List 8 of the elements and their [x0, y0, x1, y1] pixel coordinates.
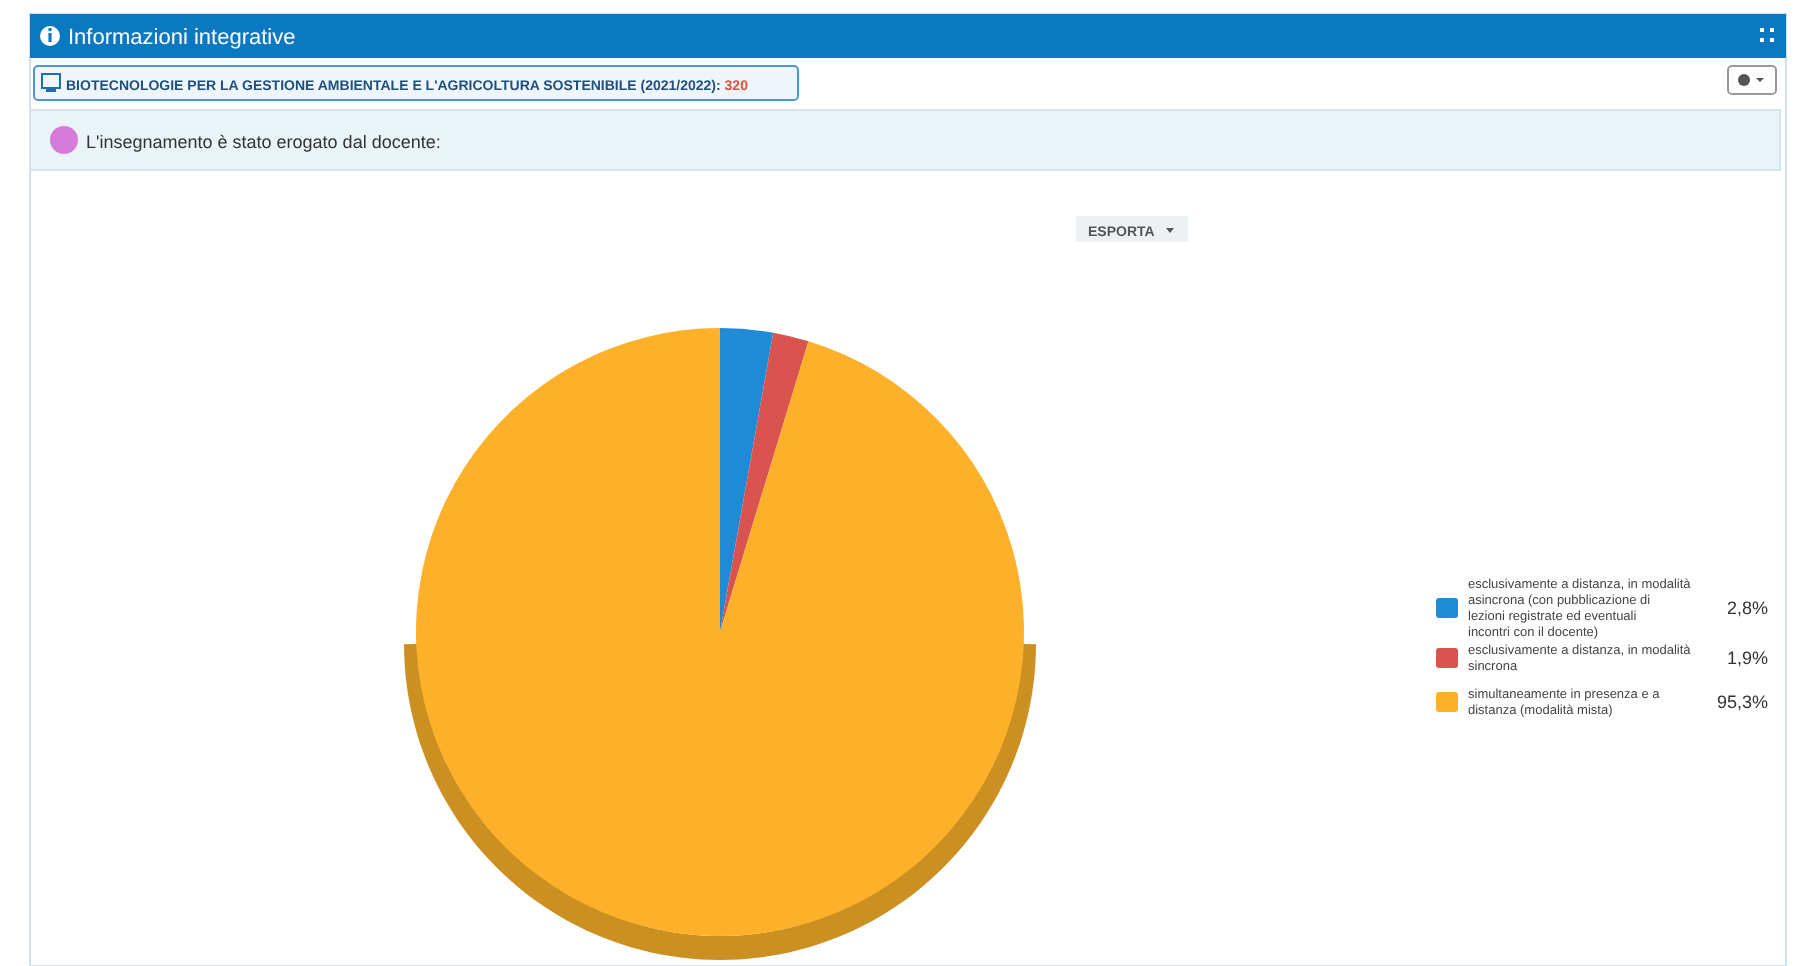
data-label: 1,9% — [1726, 648, 1768, 668]
text: Informazioni integrative — [68, 26, 296, 50]
pie-slice — [720, 328, 774, 632]
pie-slice — [416, 328, 1024, 936]
data-label: 2,8% — [1726, 598, 1768, 618]
pie-slice — [720, 332, 809, 632]
text: L'insegnamento è stato erogato dal docente: — [86, 132, 441, 152]
data-label: 95,3% — [1716, 692, 1768, 712]
